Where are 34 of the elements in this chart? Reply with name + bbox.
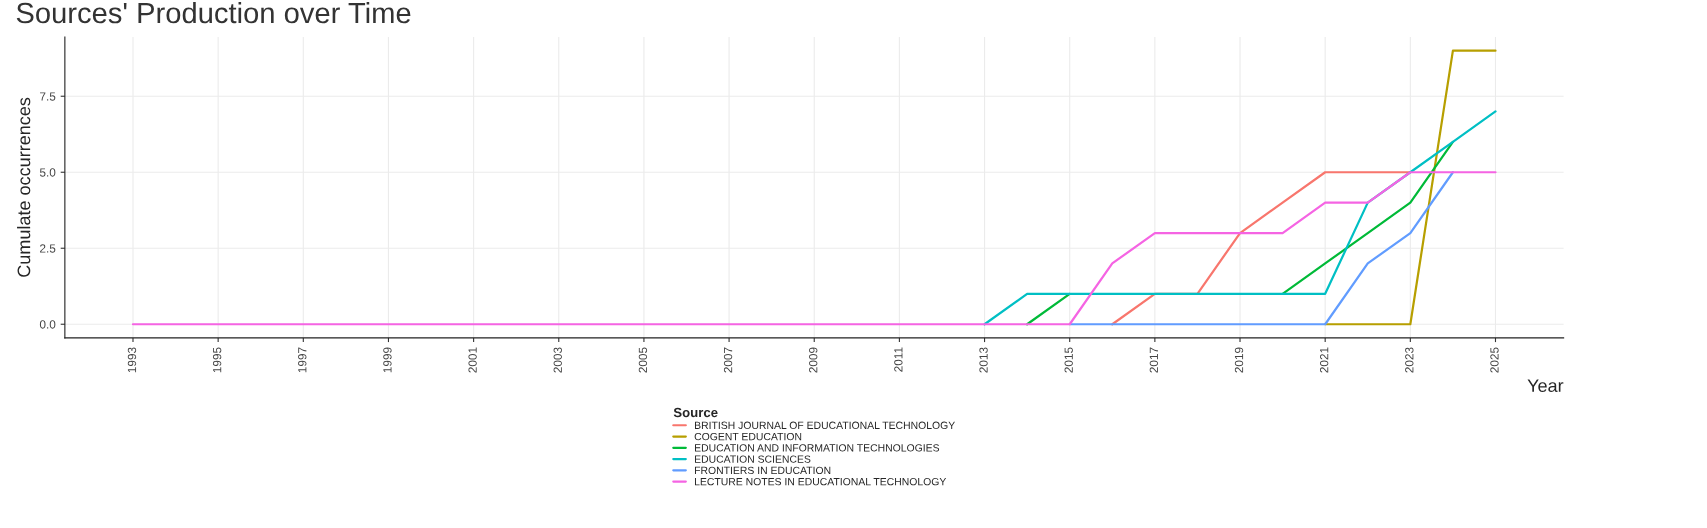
x-tick-label: 1997	[298, 347, 307, 373]
x-tick-label: 2013	[979, 347, 988, 373]
x-tick-label: 2009	[809, 347, 818, 373]
legend-title: Source	[673, 407, 718, 418]
legend-label: LECTURE NOTES IN EDUCATIONAL TECHNOLOGY	[694, 477, 947, 486]
x-tick-label: 1995	[212, 347, 222, 373]
y-tick-label: 7.5	[40, 92, 56, 101]
x-tick-label: 2025	[1490, 347, 1499, 373]
legend-label: BRITISH JOURNAL OF EDUCATIONAL TECHNOLOGY	[694, 421, 955, 429]
chart-title: Sources' Production over Time	[16, 1, 411, 24]
legend-label: FRONTIERS IN EDUCATION	[694, 466, 831, 475]
x-tick-label: 2021	[1319, 347, 1329, 373]
line-series	[131, 171, 1497, 326]
x-tick-label: 2007	[723, 347, 733, 373]
y-axis-title: Cumulate occurrences	[17, 97, 31, 277]
x-tick-label: 1993	[127, 347, 137, 373]
x-tick-label: 2005	[638, 347, 648, 373]
x-tick-label: 2001	[468, 347, 477, 373]
x-tick-label: 2015	[1064, 347, 1073, 373]
x-tick-label: 2011	[894, 347, 903, 372]
x-axis-title: Year	[1527, 379, 1564, 393]
y-tick-label: 5.0	[39, 168, 56, 177]
x-tick-label: 2019	[1234, 347, 1244, 373]
x-tick-label: 2003	[553, 347, 562, 373]
x-tick-label: 1999	[383, 347, 392, 373]
x-tick-label: 2017	[1149, 347, 1159, 373]
line-series	[1068, 171, 1455, 326]
y-tick-label: 0.0	[39, 320, 56, 329]
legend-label: EDUCATION AND INFORMATION TECHNOLOGIES	[694, 444, 940, 452]
legend-label: EDUCATION SCIENCES	[694, 455, 811, 463]
y-tick-label: 2.5	[40, 244, 56, 253]
line-series	[983, 110, 1497, 326]
legend-label: COGENT EDUCATION	[694, 432, 802, 441]
x-tick-label: 2023	[1405, 347, 1414, 373]
